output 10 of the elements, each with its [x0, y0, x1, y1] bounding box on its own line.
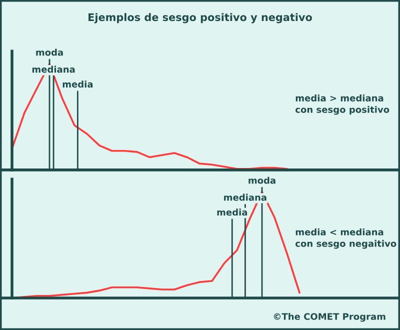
annotation: media < mediana con sesgo negaitivo: [296, 228, 396, 249]
text: ©The COMET Program: [274, 312, 386, 322]
text: moda: [248, 176, 276, 184]
annotation: media: [62, 80, 93, 88]
text: moda: [36, 48, 63, 56]
chart-title: Ejemplos de sesgo positivo y negativo: [88, 13, 312, 24]
annotation: mediana: [32, 66, 75, 73]
annotation: mediana: [224, 194, 266, 201]
annotation: media > mediana con sesgo positivo: [296, 94, 390, 115]
annotation: media: [217, 208, 247, 216]
